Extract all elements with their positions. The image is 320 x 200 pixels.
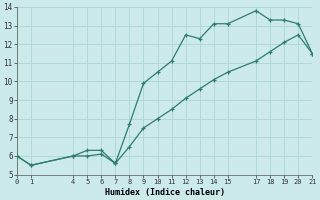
X-axis label: Humidex (Indice chaleur): Humidex (Indice chaleur) (105, 188, 225, 197)
